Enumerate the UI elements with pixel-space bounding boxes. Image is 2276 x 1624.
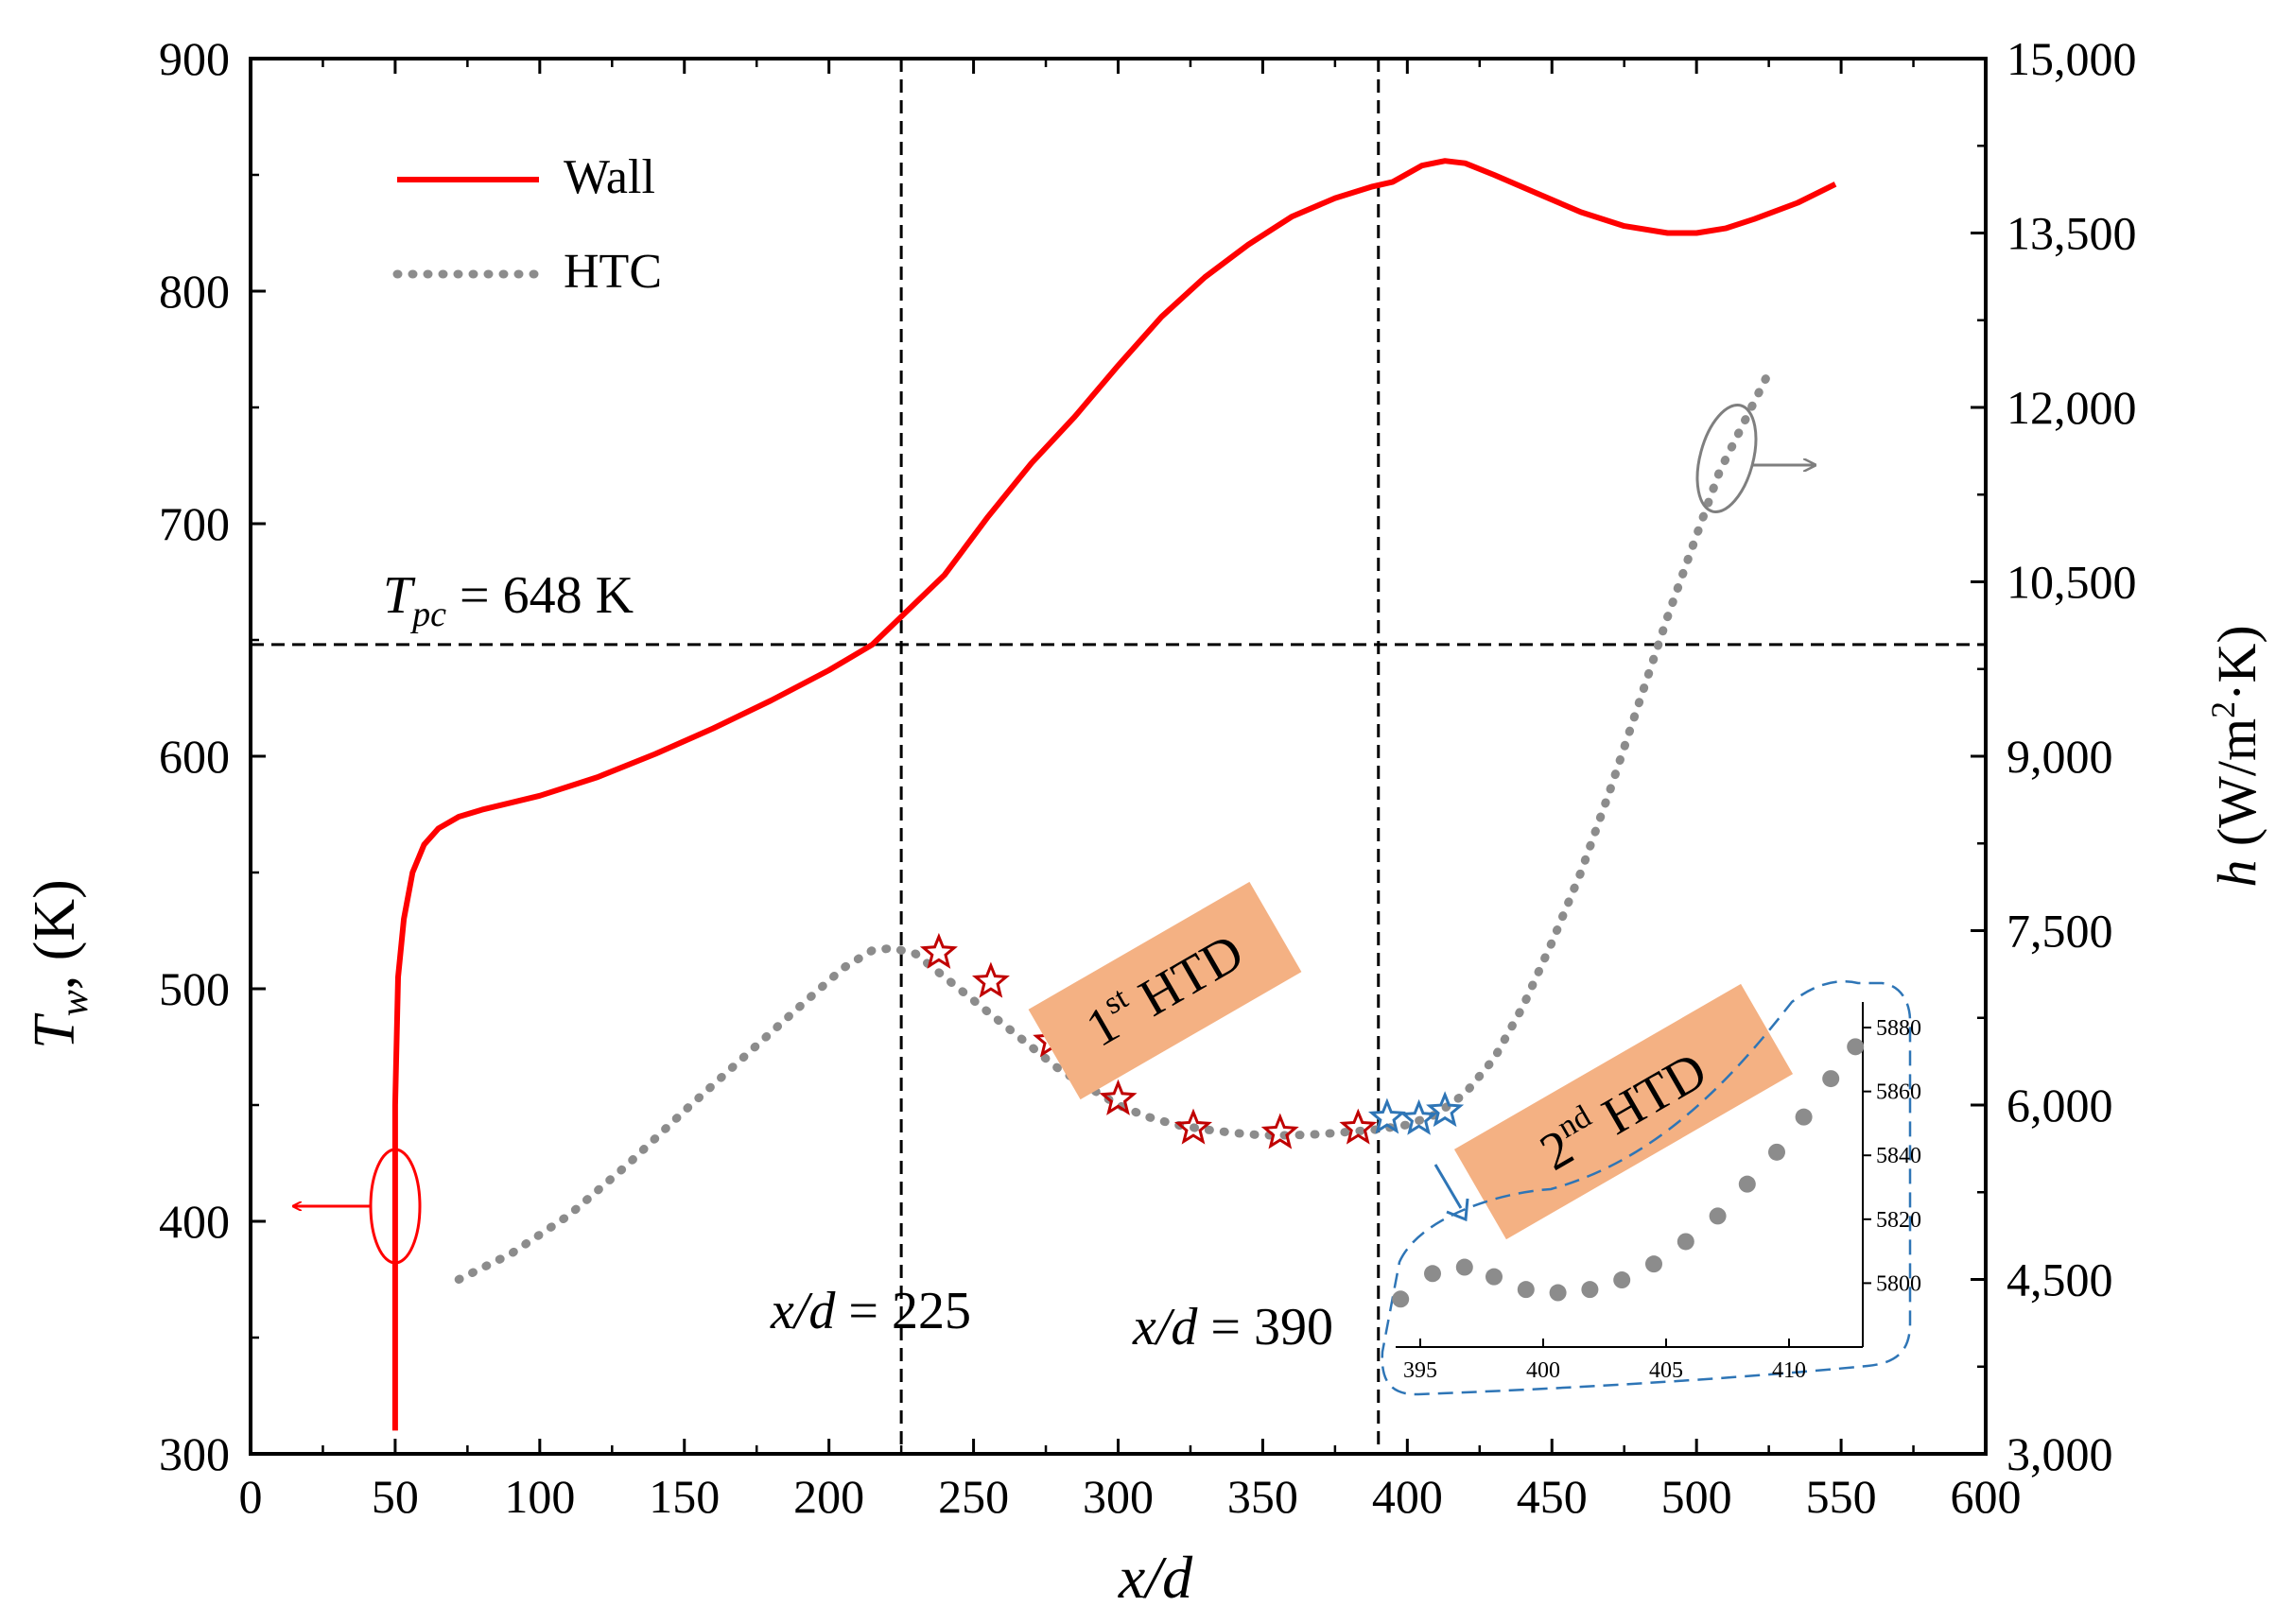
y-right-tick-label: 9,000 bbox=[2007, 730, 2113, 783]
inset-htc-point bbox=[1613, 1271, 1631, 1289]
y-left-tick-label: 700 bbox=[159, 497, 230, 550]
inset-htc-point bbox=[1738, 1175, 1756, 1193]
y-left-tick-label: 900 bbox=[159, 32, 230, 85]
x-tick-label: 350 bbox=[1227, 1470, 1298, 1523]
legend-wall-label: Wall bbox=[564, 150, 655, 204]
htd1-star-marker bbox=[1260, 1113, 1299, 1149]
htd1-star-marker bbox=[1099, 1079, 1138, 1115]
x-tick-label: 450 bbox=[1517, 1470, 1588, 1523]
x-tick-label: 400 bbox=[1372, 1470, 1443, 1523]
y-left-tick-label: 800 bbox=[159, 265, 230, 318]
inset-htc-point bbox=[1709, 1207, 1727, 1225]
y-right-tick-label: 6,000 bbox=[2007, 1079, 2113, 1132]
htd1-annotation: 1st HTD bbox=[1028, 881, 1302, 1100]
inset-htc-point bbox=[1549, 1284, 1567, 1302]
y-left-tick-label: 300 bbox=[159, 1427, 230, 1480]
inset-x-tick-label: 410 bbox=[1772, 1358, 1806, 1383]
htd1-star-marker bbox=[919, 932, 958, 969]
x-tick-label: 250 bbox=[938, 1470, 1009, 1523]
x-tick-label: 200 bbox=[793, 1470, 864, 1523]
htd2-star-marker bbox=[1367, 1097, 1406, 1134]
inset-x-tick-label: 405 bbox=[1649, 1358, 1683, 1383]
htd1-star-marker bbox=[971, 961, 1010, 998]
y-right-tick-label: 10,500 bbox=[2007, 556, 2137, 609]
inset-htc-point bbox=[1581, 1281, 1599, 1299]
x-tick-label: 100 bbox=[504, 1470, 575, 1523]
inset-htc-point bbox=[1645, 1255, 1662, 1273]
axes: 0 50 100 150 200 250 300 350 400 450 500 550 600 300 4… bbox=[159, 32, 2137, 1523]
y-left-tick-label: 400 bbox=[159, 1195, 230, 1248]
legend-htc-label: HTC bbox=[564, 245, 662, 299]
y-right-tick-label: 7,500 bbox=[2007, 905, 2113, 958]
htd2-annotation: 2nd HTD bbox=[1453, 983, 1794, 1240]
reference-lines bbox=[251, 59, 1986, 1454]
inset-y-tick-label: 5840 bbox=[1876, 1144, 1921, 1168]
xd225-label: x/d = 225 bbox=[770, 1282, 971, 1340]
inset-htc-point bbox=[1847, 1038, 1865, 1056]
inset-y-tick-label: 5880 bbox=[1876, 1016, 1921, 1041]
y-right-tick-label: 15,000 bbox=[2007, 32, 2137, 85]
inset-plot: 395 400 405 410 5800 5820 5840 5860 5880 bbox=[1381, 979, 1921, 1396]
y-left-axis-title: Tw, (K) bbox=[23, 879, 96, 1049]
inset-y-tick-label: 5800 bbox=[1876, 1271, 1921, 1296]
x-tick-label: 600 bbox=[1951, 1470, 2022, 1523]
inset-htc-point bbox=[1822, 1070, 1840, 1088]
y-right-tick-label: 13,500 bbox=[2007, 207, 2137, 260]
inset-x-tick-label: 395 bbox=[1403, 1358, 1437, 1383]
x-axis-title: x/d bbox=[1118, 1544, 1193, 1611]
series-group bbox=[391, 158, 1837, 1431]
y-left-tick-label: 500 bbox=[159, 962, 230, 1015]
inset-htc-point bbox=[1795, 1108, 1813, 1126]
inset-htc-point bbox=[1424, 1265, 1441, 1283]
inset-htc-point bbox=[1485, 1268, 1503, 1286]
wall-series-line bbox=[391, 158, 1837, 1431]
y-right-tick-label: 12,000 bbox=[2007, 381, 2137, 434]
htc-series-line bbox=[454, 368, 1774, 1284]
tpc-label: Tpc = 648 K bbox=[383, 566, 634, 634]
htd2-star-marker bbox=[1399, 1098, 1438, 1135]
y-right-tick-label: 3,000 bbox=[2007, 1427, 2113, 1480]
x-tick-label: 50 bbox=[372, 1470, 419, 1523]
xd390-label: x/d = 390 bbox=[1132, 1298, 1333, 1356]
plot-frame bbox=[249, 57, 1988, 1456]
y-left-tick-label: 600 bbox=[159, 730, 230, 783]
inset-y-tick-label: 5820 bbox=[1876, 1208, 1921, 1233]
legend: Wall HTC bbox=[392, 150, 662, 299]
htd1-star-marker bbox=[1173, 1108, 1213, 1145]
inset-y-tick-label: 5860 bbox=[1876, 1080, 1921, 1105]
x-tick-label: 0 bbox=[239, 1470, 263, 1523]
x-tick-label: 300 bbox=[1083, 1470, 1154, 1523]
x-tick-label: 550 bbox=[1806, 1470, 1877, 1523]
htd2-star-marker bbox=[1426, 1091, 1465, 1128]
htd1-box bbox=[1028, 881, 1302, 1100]
y-right-tick-label: 4,500 bbox=[2007, 1253, 2113, 1306]
htd2-box bbox=[1453, 983, 1794, 1240]
x-tick-label: 150 bbox=[649, 1470, 720, 1523]
inset-x-tick-label: 400 bbox=[1526, 1358, 1560, 1383]
x-tick-label: 500 bbox=[1661, 1470, 1732, 1523]
y-right-axis-title: h (W/m2·K) bbox=[2204, 625, 2267, 887]
inset-htc-point bbox=[1768, 1143, 1785, 1161]
inset-htc-point bbox=[1392, 1290, 1410, 1308]
inset-htc-point bbox=[1677, 1233, 1694, 1251]
inset-htc-point bbox=[1455, 1258, 1473, 1276]
inset-htc-point bbox=[1517, 1281, 1535, 1299]
htd1-star-marker bbox=[1339, 1108, 1378, 1145]
inset-dashed-border bbox=[1381, 979, 1912, 1396]
